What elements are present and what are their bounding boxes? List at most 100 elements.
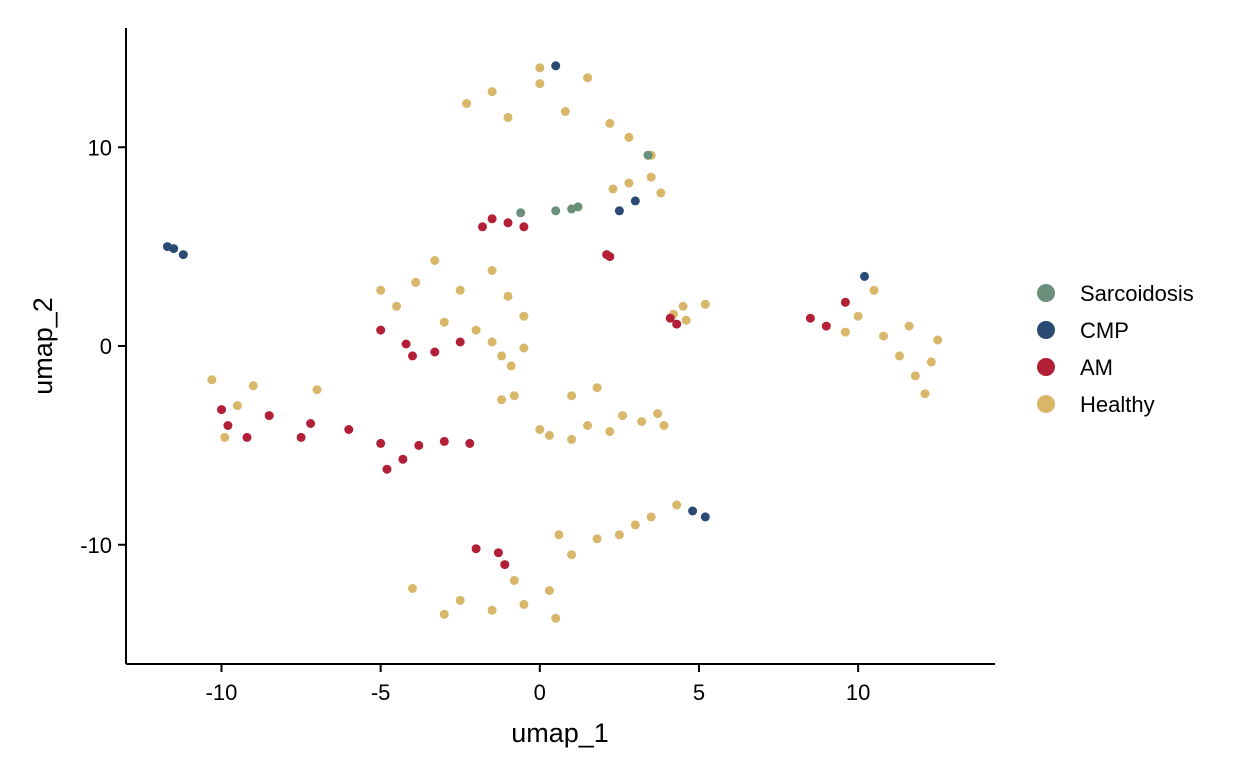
- point-healthy: [618, 411, 628, 421]
- point-healthy: [535, 79, 545, 89]
- point-sarcoidosis: [643, 150, 653, 160]
- x-axis-title: umap_1: [511, 718, 609, 748]
- point-am: [296, 432, 306, 442]
- y-tick-label: 10: [88, 135, 112, 160]
- point-am: [821, 321, 831, 331]
- point-healthy: [592, 383, 602, 393]
- point-sarcoidosis: [551, 206, 561, 216]
- point-healthy: [933, 335, 943, 345]
- point-healthy: [895, 351, 904, 361]
- point-healthy: [567, 434, 577, 444]
- point-healthy: [605, 427, 615, 436]
- point-am: [465, 438, 475, 448]
- point-am: [665, 313, 675, 323]
- point-am: [344, 425, 354, 434]
- point-healthy: [509, 391, 519, 401]
- cluster-healthy-6: [535, 409, 669, 444]
- point-healthy: [608, 184, 618, 194]
- cluster-am-11: [805, 297, 850, 331]
- legend-label-am: AM: [1080, 355, 1113, 380]
- x-tick-label: 0: [534, 680, 546, 705]
- point-healthy: [567, 550, 577, 560]
- point-healthy: [487, 266, 497, 275]
- legend-label-healthy: Healthy: [1080, 392, 1155, 417]
- point-am: [840, 297, 850, 307]
- point-healthy: [926, 357, 936, 367]
- point-healthy: [681, 315, 691, 325]
- point-healthy: [509, 576, 519, 585]
- point-healthy: [630, 520, 640, 530]
- y-ticks: -10 0 10: [80, 135, 126, 558]
- point-cmp: [700, 512, 710, 522]
- point-am: [264, 411, 274, 421]
- point-healthy: [220, 432, 230, 442]
- point-am: [439, 436, 449, 446]
- point-am: [672, 319, 682, 329]
- cluster-am-13: [665, 313, 682, 329]
- point-healthy: [312, 385, 322, 395]
- point-healthy: [560, 107, 570, 116]
- point-healthy: [605, 118, 615, 128]
- cluster-healthy-2: [462, 63, 656, 160]
- point-am: [487, 214, 497, 224]
- point-healthy: [519, 599, 529, 609]
- point-healthy: [910, 371, 920, 381]
- cluster-healthy-3: [608, 172, 666, 198]
- point-healthy: [853, 311, 863, 321]
- point-healthy: [462, 99, 472, 108]
- point-healthy: [583, 73, 593, 83]
- point-healthy: [232, 401, 242, 411]
- point-am: [382, 464, 392, 474]
- cluster-cmp-18: [162, 242, 188, 260]
- point-am: [408, 351, 417, 361]
- point-healthy: [519, 343, 529, 353]
- point-am: [242, 432, 252, 442]
- point-healthy: [392, 301, 402, 311]
- point-am: [414, 440, 424, 450]
- cluster-cmp-19: [551, 61, 869, 522]
- point-healthy: [503, 291, 513, 301]
- cluster-healthy-5: [207, 375, 322, 442]
- cluster-am-17: [602, 250, 615, 262]
- point-healthy: [430, 256, 440, 265]
- point-healthy: [535, 425, 545, 434]
- point-am: [478, 222, 487, 232]
- cluster-am-1: [376, 325, 465, 361]
- point-healthy: [656, 188, 666, 198]
- point-healthy: [503, 112, 513, 122]
- point-cmp: [688, 506, 698, 516]
- point-healthy: [659, 421, 669, 430]
- point-am: [223, 421, 233, 430]
- cluster-sarcoidosis-20: [516, 150, 653, 218]
- point-am: [376, 325, 386, 335]
- point-healthy: [678, 301, 688, 311]
- point-healthy: [567, 391, 577, 401]
- point-healthy: [700, 299, 710, 309]
- point-healthy: [248, 381, 258, 391]
- x-tick-label: -5: [371, 680, 391, 705]
- point-healthy: [672, 500, 682, 510]
- point-am: [430, 347, 440, 357]
- point-cmp: [178, 250, 188, 260]
- point-healthy: [471, 325, 481, 335]
- point-healthy: [519, 311, 529, 321]
- point-am: [503, 218, 513, 228]
- legend: Sarcoidosis CMP AM Healthy: [1037, 281, 1194, 417]
- point-cmp: [551, 61, 561, 71]
- point-am: [398, 454, 408, 464]
- point-cmp: [162, 242, 172, 252]
- cluster-healthy-14: [487, 337, 529, 371]
- point-healthy: [487, 87, 497, 97]
- point-healthy: [439, 609, 449, 619]
- point-cmp: [630, 196, 640, 206]
- x-tick-label: 5: [693, 680, 705, 705]
- point-am: [471, 544, 481, 554]
- cluster-healthy-9: [592, 500, 682, 544]
- point-healthy: [614, 530, 624, 540]
- point-am: [217, 405, 226, 415]
- point-healthy: [376, 285, 386, 295]
- point-healthy: [637, 417, 647, 426]
- point-healthy: [487, 337, 497, 347]
- legend-key-am: [1037, 358, 1055, 376]
- cluster-healthy-0: [376, 256, 529, 335]
